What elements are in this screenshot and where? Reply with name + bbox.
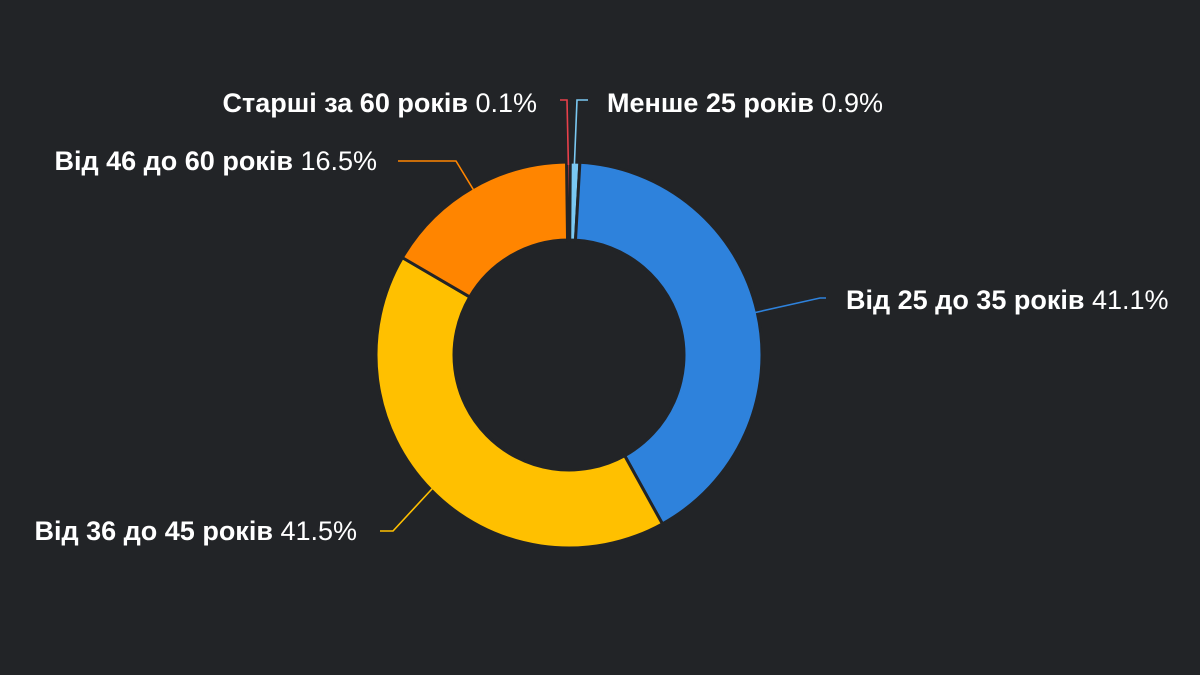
leader-line [573,99,588,166]
leader-line [560,99,570,166]
slice-label-percent: 0.1% [475,88,537,118]
slice-label-percent: 0.9% [821,88,883,118]
slice-label: Від 25 до 35 років 41.1% [846,285,1169,315]
slice-label-name: Старші за 60 років [222,88,475,118]
slice-label-percent: 16.5% [300,146,377,176]
slice-label: Старші за 60 років 0.1% [222,88,537,118]
leader-line [398,160,475,191]
slice-label: Від 46 до 60 років 16.5% [54,146,377,176]
donut-slice [374,256,664,550]
leader-line [380,487,434,532]
slice-label: Менше 25 років 0.9% [607,88,883,118]
slice-label-percent: 41.1% [1092,285,1169,315]
slice-label-name: Від 25 до 35 років [846,285,1092,315]
slice-label-percent: 41.5% [280,516,357,546]
leader-line [754,297,826,314]
slice-label-name: Від 46 до 60 років [54,146,300,176]
slice-label-name: Від 36 до 45 років [34,516,280,546]
slice-label-name: Менше 25 років [607,88,821,118]
donut-slice [565,160,572,242]
slice-label: Від 36 до 45 років 41.5% [34,516,357,546]
donut-slice [573,160,764,526]
